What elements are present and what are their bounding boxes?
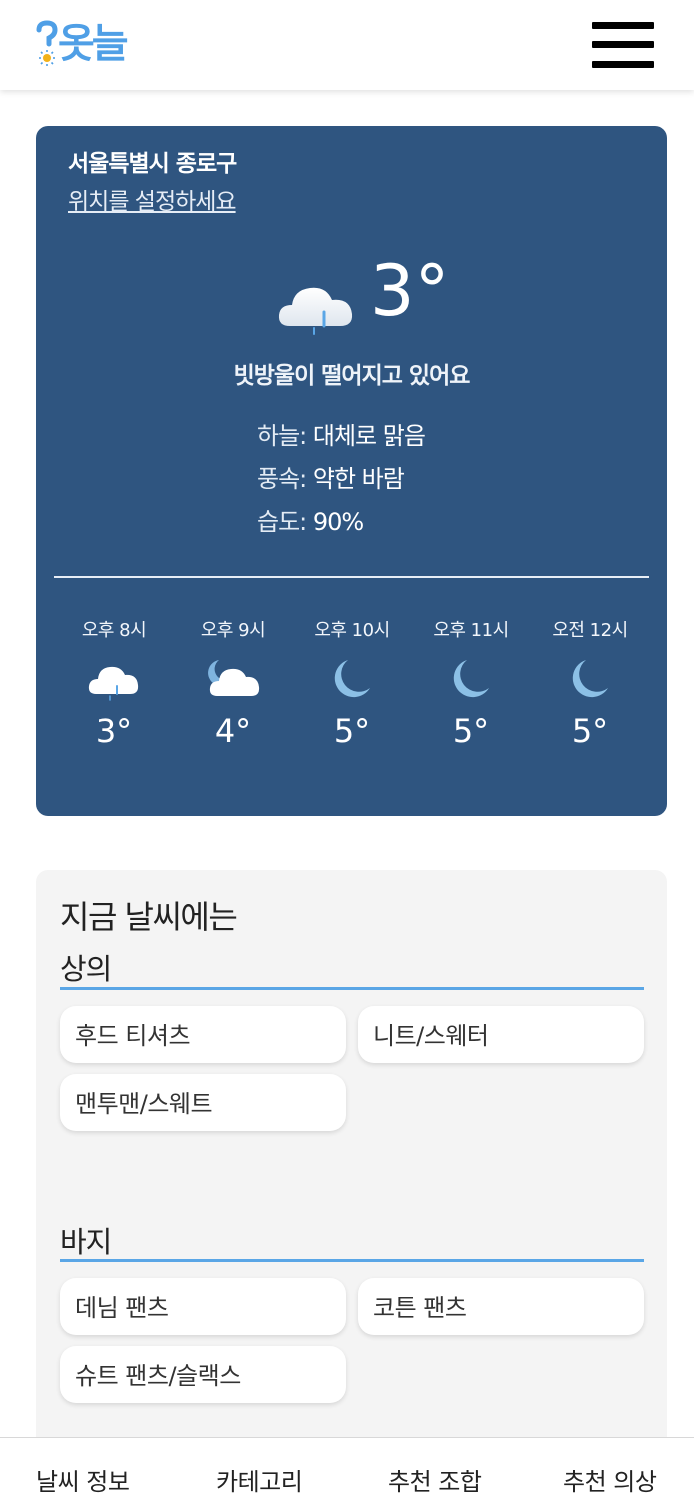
hourly-item: 오전 12시 5° xyxy=(530,616,650,750)
moon-cloud-icon xyxy=(208,660,260,696)
weather-summary: 빗방울이 떨어지고 있어요 xyxy=(233,363,471,389)
detail-humidity: 습도: 90% xyxy=(257,502,364,537)
hour-temperature: 5° xyxy=(452,712,490,750)
hour-time: 오후 10시 xyxy=(314,620,390,641)
nav-category[interactable]: 카테고리 xyxy=(216,1468,303,1496)
moon-icon xyxy=(453,660,489,698)
hour-time: 오전 12시 xyxy=(552,620,628,641)
weather-card: 서울특별시 종로구 위치를 설정하세요 3° 빗방울이 떨어지고 있어요 하늘:… xyxy=(36,126,667,816)
moon-icon xyxy=(334,660,370,698)
app-logo[interactable]: 옷늘 xyxy=(36,18,129,70)
hour-temperature: 5° xyxy=(571,712,609,750)
hamburger-menu-button[interactable] xyxy=(592,22,654,68)
menu-bar-icon xyxy=(592,41,654,48)
hour-time: 오후 8시 xyxy=(81,620,147,641)
nav-recommended-clothes[interactable]: 추천 의상 xyxy=(563,1468,657,1496)
divider xyxy=(54,576,649,578)
set-location-link[interactable]: 위치를 설정하세요 xyxy=(68,189,237,215)
detail-label: 습도: xyxy=(257,508,307,536)
clothing-chip[interactable]: 맨투맨/스웨트 xyxy=(60,1074,346,1131)
clothing-chip[interactable]: 코튼 팬츠 xyxy=(358,1278,644,1335)
clothing-chip[interactable]: 데님 팬츠 xyxy=(60,1278,346,1335)
current-temperature: 3° xyxy=(370,250,450,332)
cloud-rain-icon xyxy=(88,666,139,701)
detail-value: 대체로 맑음 xyxy=(312,422,426,450)
clothing-chip[interactable]: 후드 티셔츠 xyxy=(60,1006,346,1063)
hourly-forecast: 오후 8시 3° 오후 9시 4° 오후 10시 5° 오후 11시 xyxy=(54,616,649,776)
detail-sky: 하늘: 대체로 맑음 xyxy=(257,416,426,451)
hourly-item: 오후 8시 3° xyxy=(54,616,174,750)
section-title-pants: 바지 xyxy=(60,1225,112,1259)
menu-bar-icon xyxy=(592,61,654,68)
hourly-item: 오후 9시 4° xyxy=(173,616,293,750)
logo-mark xyxy=(36,20,58,68)
app-header: 옷늘 xyxy=(0,0,694,90)
hour-temperature: 3° xyxy=(95,712,133,750)
clothing-chip[interactable]: 니트/스웨터 xyxy=(358,1006,644,1063)
section-underline xyxy=(60,987,644,990)
hour-time: 오후 9시 xyxy=(200,620,266,641)
detail-value: 약한 바람 xyxy=(312,465,405,493)
menu-bar-icon xyxy=(592,22,654,29)
detail-label: 풍속: xyxy=(257,465,307,493)
bottom-nav: 날씨 정보 카테고리 추천 조합 추천 의상 xyxy=(0,1437,694,1510)
hour-temperature: 4° xyxy=(214,712,252,750)
detail-label: 하늘: xyxy=(257,422,307,450)
nav-recommended-combo[interactable]: 추천 조합 xyxy=(388,1468,482,1496)
detail-value: 90% xyxy=(312,508,364,536)
section-title-tops: 상의 xyxy=(60,952,112,986)
logo-text: 옷늘 xyxy=(58,21,129,67)
recommendation-title: 지금 날씨에는 xyxy=(60,898,238,936)
recommendation-card: 지금 날씨에는 상의 후드 티셔츠 니트/스웨터 맨투맨/스웨트 바지 데님 팬… xyxy=(36,870,667,1470)
hour-time: 오후 11시 xyxy=(433,620,509,641)
moon-icon xyxy=(572,660,608,698)
section-underline xyxy=(60,1259,644,1262)
cloud-rain-icon xyxy=(278,287,353,335)
hourly-item: 오후 11시 5° xyxy=(411,616,531,750)
detail-wind: 풍속: 약한 바람 xyxy=(257,459,405,494)
clothing-chip[interactable]: 슈트 팬츠/슬랙스 xyxy=(60,1346,346,1403)
hour-temperature: 5° xyxy=(333,712,371,750)
nav-weather-info[interactable]: 날씨 정보 xyxy=(36,1468,130,1496)
hourly-item: 오후 10시 5° xyxy=(292,616,412,750)
location-name: 서울특별시 종로구 xyxy=(68,151,237,177)
